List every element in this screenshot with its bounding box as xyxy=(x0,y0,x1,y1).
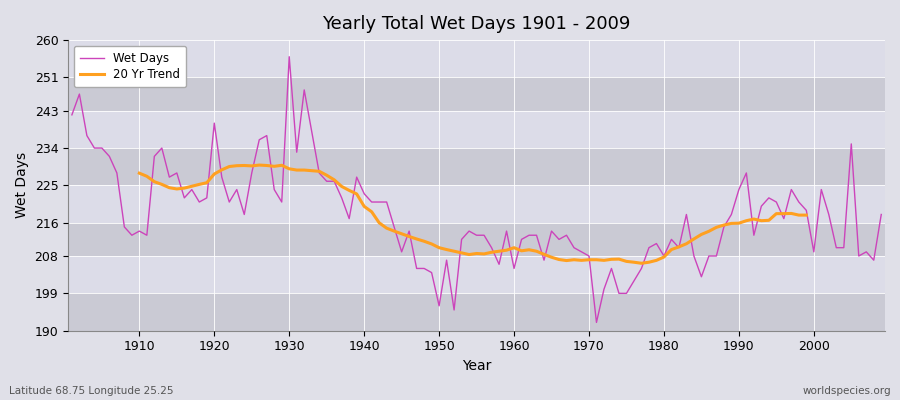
20 Yr Trend xyxy=(606,257,616,262)
Wet Days xyxy=(516,237,526,242)
Legend: Wet Days, 20 Yr Trend: Wet Days, 20 Yr Trend xyxy=(74,46,186,87)
Wet Days xyxy=(614,291,625,296)
Bar xyxy=(68,223,885,256)
20 Yr Trend xyxy=(718,223,729,228)
Line: 20 Yr Trend: 20 Yr Trend xyxy=(140,165,806,263)
20 Yr Trend xyxy=(224,164,235,169)
X-axis label: Year: Year xyxy=(462,359,491,373)
Line: Wet Days: Wet Days xyxy=(72,57,881,322)
Bar xyxy=(68,111,885,148)
Bar xyxy=(68,186,885,223)
20 Yr Trend xyxy=(801,213,812,218)
20 Yr Trend xyxy=(636,261,647,266)
Wet Days xyxy=(67,112,77,117)
Bar xyxy=(68,293,885,331)
20 Yr Trend xyxy=(704,229,715,234)
Wet Days xyxy=(299,88,310,92)
Wet Days xyxy=(508,266,519,271)
20 Yr Trend xyxy=(786,211,796,216)
Bar xyxy=(68,148,885,186)
20 Yr Trend xyxy=(134,171,145,176)
20 Yr Trend xyxy=(254,163,265,168)
Wet Days xyxy=(284,54,294,59)
Wet Days xyxy=(591,320,602,325)
Y-axis label: Wet Days: Wet Days xyxy=(15,152,29,218)
Title: Yearly Total Wet Days 1901 - 2009: Yearly Total Wet Days 1901 - 2009 xyxy=(322,15,631,33)
Bar xyxy=(68,78,885,111)
Wet Days xyxy=(127,233,138,238)
20 Yr Trend xyxy=(344,188,355,193)
Wet Days xyxy=(876,212,886,217)
Wet Days xyxy=(344,216,355,221)
Bar xyxy=(68,256,885,293)
Bar xyxy=(68,40,885,78)
Text: worldspecies.org: worldspecies.org xyxy=(803,386,891,396)
Text: Latitude 68.75 Longitude 25.25: Latitude 68.75 Longitude 25.25 xyxy=(9,386,174,396)
